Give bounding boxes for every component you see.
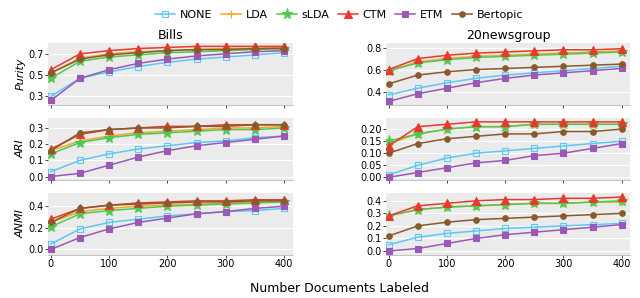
Legend: NONE, LDA, sLDA, CTM, ETM, Bertopic: NONE, LDA, sLDA, CTM, ETM, Bertopic <box>151 6 527 24</box>
Title: 20newsgroup: 20newsgroup <box>466 29 550 42</box>
Text: Number Documents Labeled: Number Documents Labeled <box>250 282 429 295</box>
Y-axis label: ARI: ARI <box>16 140 26 158</box>
Y-axis label: ANMI: ANMI <box>16 209 26 238</box>
Title: Bills: Bills <box>157 29 183 42</box>
Y-axis label: Purity: Purity <box>16 58 26 90</box>
